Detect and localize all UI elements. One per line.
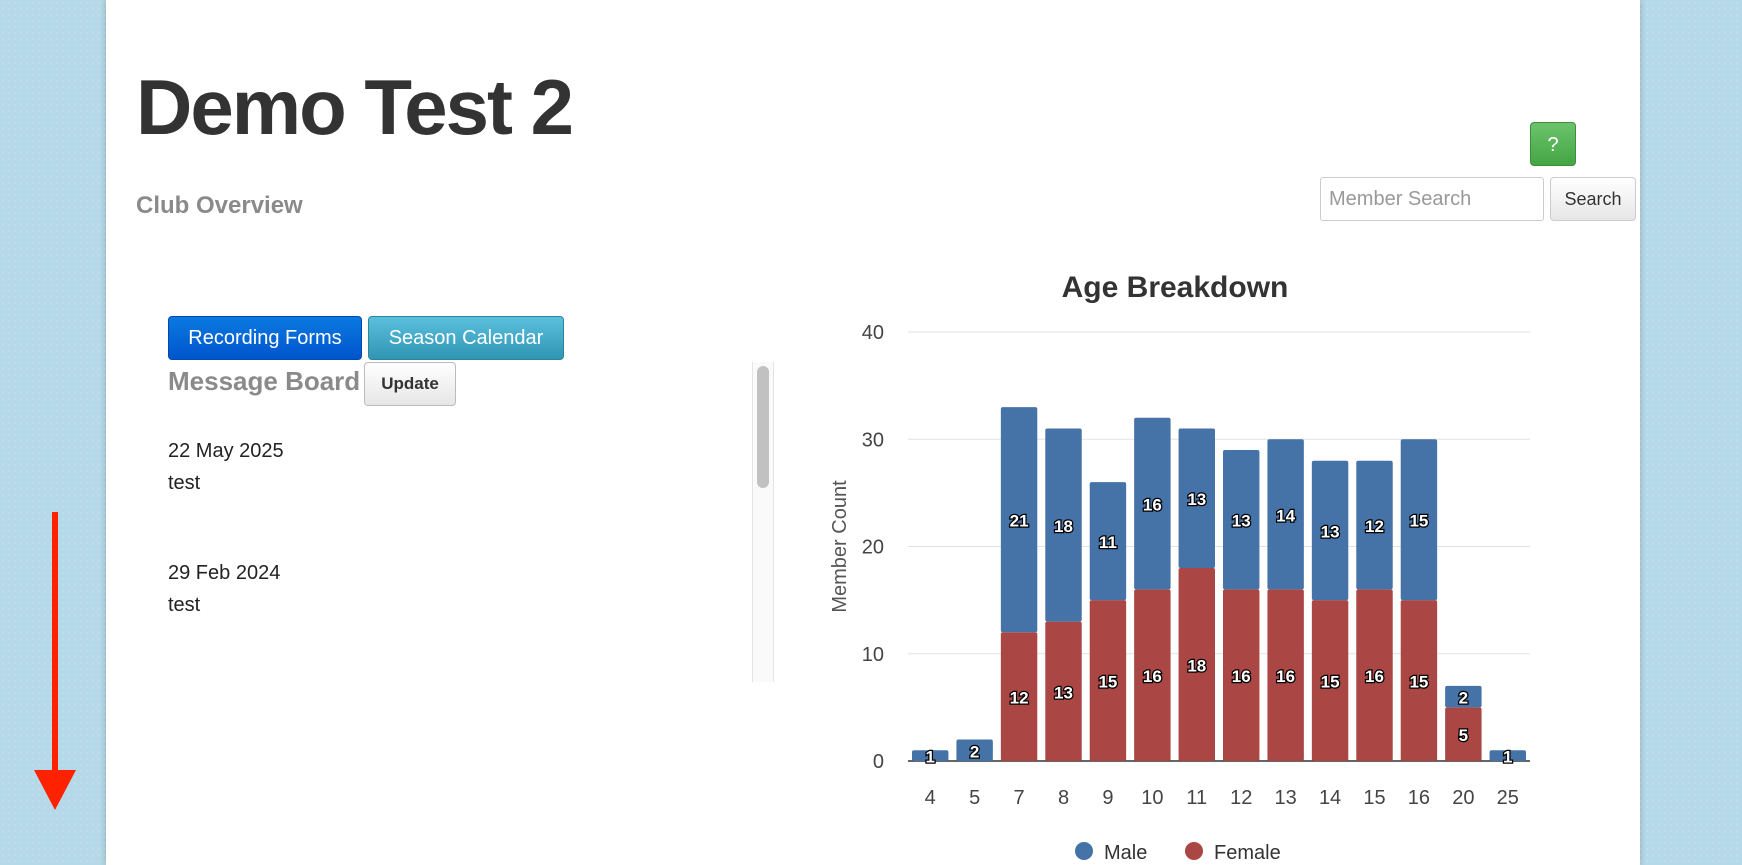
data-label-male: 16: [1143, 496, 1162, 515]
message-board-scrollbar[interactable]: [752, 362, 774, 682]
x-tick-label: 5: [969, 787, 980, 809]
bar-female: [1267, 589, 1304, 761]
bar-female: [1445, 707, 1482, 761]
x-tick-label: 9: [1102, 787, 1113, 809]
bar-male: [1134, 417, 1171, 590]
legend-male-marker: [1075, 842, 1093, 860]
message-item: 22 May 2025 test: [168, 435, 284, 499]
bar-male: [1000, 407, 1038, 633]
season-calendar-button[interactable]: Season Calendar: [368, 316, 564, 360]
data-label-male: 11: [1099, 533, 1117, 552]
x-tick-label: 8: [1058, 787, 1069, 809]
bar-male: [911, 750, 949, 761]
message-item: 29 Feb 2024 test: [168, 557, 280, 621]
bar-female: [1089, 600, 1127, 761]
data-label-male: 1: [1503, 748, 1512, 767]
data-label-female: 16: [1365, 667, 1384, 686]
data-label-male: 13: [1321, 522, 1340, 541]
x-tick-label: 15: [1363, 787, 1385, 809]
data-label-male: 12: [1365, 517, 1384, 536]
data-label-female: 15: [1321, 673, 1340, 692]
message-text: test: [168, 472, 201, 494]
recording-forms-button[interactable]: Recording Forms: [168, 316, 362, 360]
legend-male-label: Male: [1104, 842, 1147, 864]
data-label-male: 2: [970, 742, 979, 761]
member-search-input[interactable]: [1320, 177, 1544, 221]
update-button[interactable]: Update: [364, 362, 456, 406]
x-tick-label: 10: [1141, 787, 1163, 809]
bar-male: [1311, 460, 1349, 601]
bar-male: [1489, 750, 1527, 761]
message-board-title: Message Board: [168, 366, 361, 396]
bar-male: [1222, 449, 1260, 590]
data-label-male: 13: [1187, 490, 1206, 509]
y-tick-label: 10: [862, 644, 884, 666]
message-date: 22 May 2025: [168, 440, 284, 462]
data-label-male: 2: [1459, 689, 1468, 708]
data-label-female: 16: [1232, 667, 1251, 686]
x-tick-label: 11: [1186, 787, 1207, 809]
data-label-female: 15: [1098, 673, 1117, 692]
help-button[interactable]: ?: [1530, 122, 1576, 166]
chart-title: Age Breakdown: [1062, 271, 1289, 304]
legend-female-marker: [1185, 842, 1203, 860]
data-label-male: 14: [1276, 506, 1295, 525]
bar-male: [1045, 428, 1082, 622]
x-tick-label: 7: [1014, 787, 1025, 809]
arrow-head: [34, 770, 76, 810]
bar-male: [1445, 685, 1482, 708]
arrow-down-icon: [34, 512, 76, 810]
data-label-female: 5: [1459, 726, 1468, 745]
bar-female: [1356, 589, 1393, 761]
data-label-male: 13: [1232, 512, 1251, 531]
data-label-male: 1: [925, 748, 934, 767]
message-text: test: [168, 594, 201, 616]
data-label-female: 16: [1143, 667, 1162, 686]
x-tick-label: 13: [1275, 787, 1297, 809]
bar-male: [1400, 439, 1438, 601]
legend-female-label: Female: [1214, 842, 1281, 864]
x-tick-label: 12: [1230, 787, 1252, 809]
message-date: 29 Feb 2024: [168, 562, 281, 584]
y-tick-label: 20: [862, 537, 884, 559]
y-tick-label: 30: [862, 429, 884, 451]
bar-female: [1045, 621, 1082, 761]
data-label-male: 18: [1054, 517, 1073, 536]
y-tick-label: 40: [862, 322, 884, 344]
bar-female: [1311, 600, 1349, 761]
bar-female: [1000, 632, 1038, 761]
bar-female: [1134, 589, 1171, 761]
y-tick-label: 0: [873, 751, 884, 773]
bar-female: [1178, 567, 1216, 761]
bar-female: [1400, 600, 1438, 761]
data-label-male: 21: [1010, 512, 1029, 531]
data-label-female: 15: [1409, 673, 1428, 692]
y-axis-label: Member Count: [829, 480, 851, 613]
scrollbar-thumb[interactable]: [757, 366, 769, 488]
page-subtitle: Club Overview: [136, 192, 303, 219]
x-tick-label: 25: [1497, 787, 1519, 809]
search-button[interactable]: Search: [1550, 177, 1636, 221]
data-label-female: 16: [1276, 667, 1295, 686]
data-label-female: 12: [1010, 689, 1029, 708]
page-container: Demo Test 2 Club Overview ? Search Recor…: [106, 0, 1640, 865]
x-tick-label: 4: [925, 787, 936, 809]
bar-male: [1089, 482, 1127, 601]
data-label-female: 18: [1187, 656, 1206, 675]
data-label-female: 13: [1054, 683, 1073, 702]
bar-male: [1267, 439, 1304, 590]
x-tick-label: 14: [1319, 787, 1341, 809]
bar-male: [956, 739, 993, 761]
bar-male: [1178, 428, 1216, 568]
data-label-male: 15: [1409, 512, 1428, 531]
page-title: Demo Test 2: [136, 63, 574, 151]
x-tick-label: 20: [1452, 787, 1474, 809]
x-tick-label: 16: [1408, 787, 1430, 809]
bar-male: [1356, 460, 1393, 590]
bar-female: [1222, 589, 1260, 761]
